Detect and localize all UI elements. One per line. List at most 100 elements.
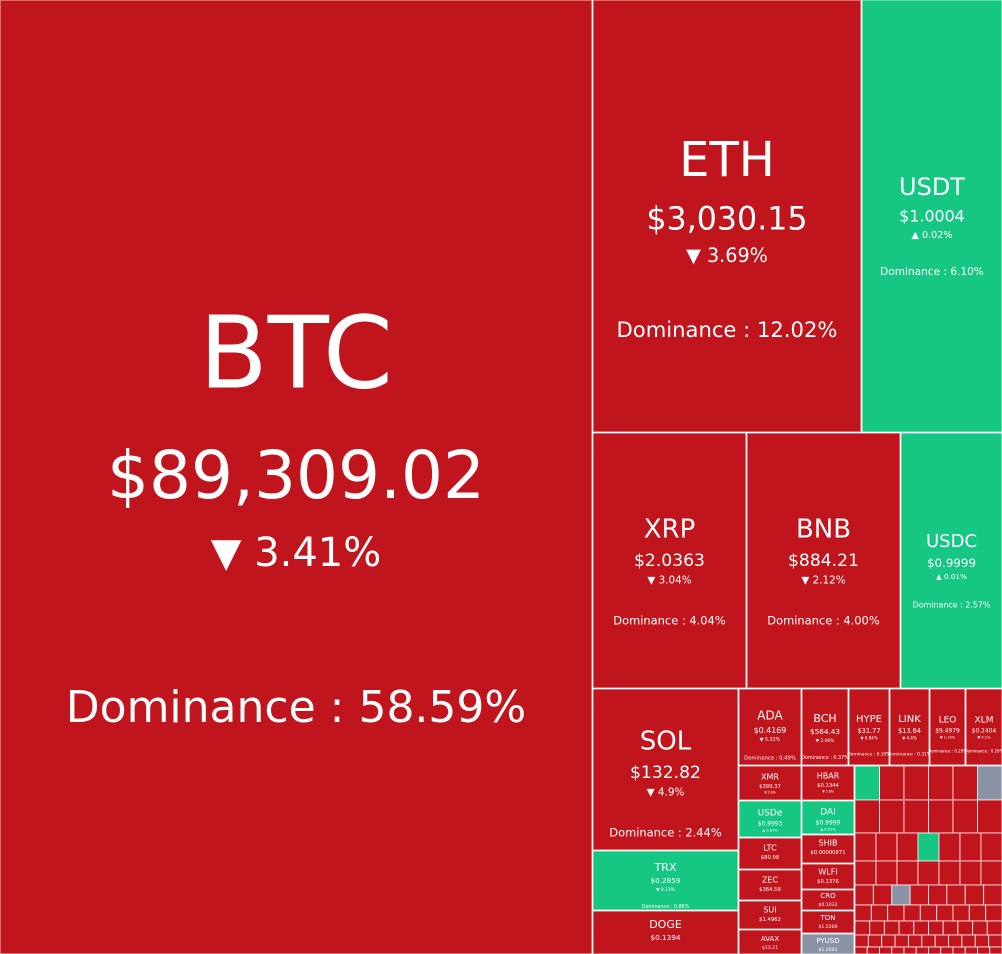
small-tile[interactable]	[936, 904, 954, 922]
coin-tile[interactable]	[801, 863, 855, 890]
small-tile[interactable]	[988, 934, 1002, 948]
small-tile[interactable]	[952, 799, 978, 834]
small-tile[interactable]	[952, 946, 966, 954]
coin-tile[interactable]	[0, 0, 593, 954]
small-tile[interactable]	[928, 799, 954, 834]
coin-tile[interactable]	[738, 800, 802, 838]
small-tile[interactable]	[913, 920, 929, 936]
small-tile[interactable]	[854, 799, 880, 834]
small-tile[interactable]	[891, 946, 905, 954]
small-tile[interactable]	[896, 860, 919, 886]
small-tile[interactable]	[909, 884, 929, 906]
small-tile[interactable]	[942, 920, 959, 936]
small-tile[interactable]	[934, 934, 950, 948]
small-tile[interactable]	[879, 946, 893, 954]
coin-tile[interactable]	[801, 834, 855, 864]
small-tile[interactable]	[983, 884, 1002, 906]
small-tile[interactable]	[974, 934, 990, 948]
small-tile[interactable]	[928, 920, 944, 936]
small-tile[interactable]	[881, 934, 896, 948]
small-tile[interactable]	[894, 934, 909, 948]
small-tile[interactable]	[903, 904, 921, 922]
small-tile[interactable]	[964, 946, 978, 954]
coin-tile[interactable]	[738, 688, 802, 766]
small-tile[interactable]	[903, 765, 929, 801]
small-tile[interactable]	[977, 765, 1002, 801]
small-tile[interactable]	[917, 860, 940, 886]
coin-tile[interactable]	[592, 0, 862, 433]
small-tile[interactable]	[903, 799, 929, 834]
small-tile[interactable]	[891, 884, 911, 906]
small-tile[interactable]	[928, 765, 954, 801]
small-tile[interactable]	[915, 946, 929, 954]
small-tile[interactable]	[928, 946, 942, 954]
small-tile[interactable]	[903, 946, 917, 954]
small-tile[interactable]	[964, 884, 985, 906]
small-tile[interactable]	[854, 920, 871, 936]
small-tile[interactable]	[940, 946, 954, 954]
small-tile[interactable]	[980, 832, 1002, 862]
coin-tile[interactable]	[801, 688, 849, 766]
small-tile[interactable]	[870, 904, 889, 922]
small-tile[interactable]	[928, 884, 948, 906]
small-tile[interactable]	[883, 920, 900, 936]
small-tile[interactable]	[869, 920, 885, 936]
small-tile[interactable]	[898, 920, 915, 936]
coin-tile[interactable]	[801, 933, 855, 954]
small-tile[interactable]	[854, 934, 869, 948]
small-tile[interactable]	[948, 934, 963, 948]
small-tile[interactable]	[907, 934, 923, 948]
small-tile[interactable]	[972, 920, 988, 936]
small-tile[interactable]	[959, 860, 982, 886]
coin-tile[interactable]	[738, 869, 802, 901]
small-tile[interactable]	[968, 904, 987, 922]
small-tile[interactable]	[986, 920, 1002, 936]
coin-tile[interactable]	[801, 889, 855, 911]
small-tile[interactable]	[875, 860, 898, 886]
coin-tile[interactable]	[965, 688, 1002, 766]
coin-tile[interactable]	[746, 432, 901, 689]
small-tile[interactable]	[952, 904, 970, 922]
small-tile[interactable]	[879, 799, 905, 834]
coin-tile[interactable]	[889, 688, 930, 766]
small-tile[interactable]	[946, 884, 966, 906]
coin-tile[interactable]	[801, 910, 855, 934]
small-tile[interactable]	[872, 884, 893, 906]
small-tile[interactable]	[989, 946, 1002, 954]
small-tile[interactable]	[866, 946, 880, 954]
small-tile[interactable]	[879, 765, 905, 801]
coin-tile[interactable]	[801, 765, 855, 801]
small-tile[interactable]	[977, 799, 1002, 834]
coin-tile[interactable]	[801, 800, 855, 835]
small-tile[interactable]	[985, 904, 1002, 922]
coin-tile[interactable]	[592, 688, 739, 851]
coin-tile[interactable]	[738, 765, 802, 801]
small-tile[interactable]	[959, 832, 982, 862]
coin-tile[interactable]	[861, 0, 1002, 433]
coin-tile[interactable]	[738, 900, 802, 930]
small-tile[interactable]	[980, 860, 1002, 886]
small-tile[interactable]	[919, 904, 938, 922]
coin-tile[interactable]	[929, 688, 966, 766]
coin-tile[interactable]	[900, 432, 1002, 689]
small-tile[interactable]	[896, 832, 919, 862]
small-tile[interactable]	[854, 832, 877, 862]
small-tile[interactable]	[952, 765, 978, 801]
coin-tile[interactable]	[738, 837, 802, 870]
small-tile[interactable]	[875, 832, 898, 862]
small-tile[interactable]	[854, 860, 877, 886]
small-tile[interactable]	[961, 934, 976, 948]
coin-tile[interactable]	[592, 850, 739, 911]
small-tile[interactable]	[854, 765, 880, 801]
small-tile[interactable]	[938, 860, 961, 886]
coin-tile[interactable]	[848, 688, 890, 766]
small-tile[interactable]	[938, 832, 961, 862]
small-tile[interactable]	[854, 946, 868, 954]
small-tile[interactable]	[977, 946, 991, 954]
coin-tile[interactable]	[592, 910, 739, 954]
small-tile[interactable]	[854, 884, 874, 906]
small-tile[interactable]	[921, 934, 936, 948]
small-tile[interactable]	[917, 832, 940, 862]
small-tile[interactable]	[854, 904, 872, 922]
small-tile[interactable]	[867, 934, 883, 948]
